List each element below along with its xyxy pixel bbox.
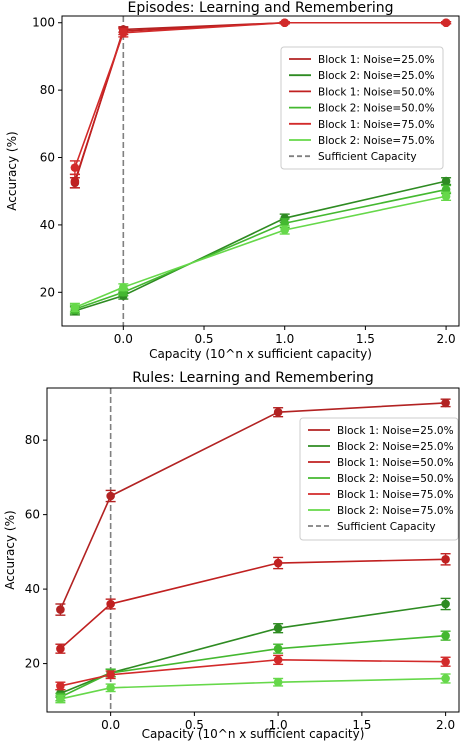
y-tick-label: 60: [25, 508, 40, 522]
series-line: [59, 558, 446, 650]
x-tick-label: 2.0: [436, 718, 455, 732]
series-3: [55, 553, 451, 654]
legend-label: Block 1: Noise=50.0%: [337, 457, 454, 469]
data-point: [280, 225, 290, 235]
data-point: [441, 176, 451, 186]
series-1: [55, 398, 451, 616]
legend: Block 1: Noise=25.0% Block 2: Noise=25.0%…: [299, 417, 459, 541]
series-line: [60, 677, 446, 700]
x-tick-label: 1.0: [269, 718, 288, 732]
series-5: [69, 18, 452, 176]
x-tick-label: 0.5: [185, 718, 204, 732]
series-6: [69, 191, 452, 313]
legend-label: Block 2: Noise=75.0%: [318, 135, 435, 147]
series-4: [69, 184, 452, 314]
y-tick-label: 60: [40, 151, 55, 165]
legend-label: Block 1: Noise=50.0%: [318, 86, 435, 98]
data-point: [106, 670, 115, 680]
data-point: [56, 644, 65, 653]
x-axis-label: Capacity (10^n x sufficient capacity): [149, 347, 372, 361]
data-point: [70, 303, 80, 312]
y-axis-label: Accuracy (%): [3, 510, 17, 589]
data-point: [119, 28, 128, 38]
y-tick-label: 40: [25, 582, 40, 596]
data-point: [56, 681, 65, 691]
data-point: [273, 677, 283, 687]
data-point: [273, 558, 283, 568]
series-line: [60, 634, 446, 698]
data-point: [273, 623, 283, 633]
x-axis-label: Capacity (10^n x sufficient capacity): [142, 727, 365, 741]
plot-frame: [46, 387, 460, 713]
legend-label: Block 1: Noise=25.0%: [318, 54, 435, 66]
data-point: [56, 694, 65, 704]
data-point: [56, 605, 65, 614]
series-line: [74, 21, 447, 168]
legend-label: Block 1: Noise=25.0%: [337, 425, 454, 437]
y-tick-label: 80: [25, 433, 40, 447]
legend-label: Block 1: Noise=75.0%: [337, 489, 454, 501]
plot-frame: [61, 15, 460, 327]
y-tick-label: 80: [40, 83, 55, 97]
legend-label: Sufficient Capacity: [318, 151, 417, 163]
data-point: [441, 398, 450, 408]
legend-label: Block 2: Noise=75.0%: [337, 505, 454, 517]
series-5: [55, 654, 451, 691]
data-point: [441, 657, 450, 667]
legend-label: Block 2: Noise=50.0%: [337, 473, 454, 485]
data-point: [441, 674, 450, 683]
data-point: [441, 599, 450, 609]
x-tick-label: 0.0: [101, 718, 120, 732]
data-point: [106, 683, 115, 693]
legend-label: Block 2: Noise=25.0%: [337, 441, 454, 453]
series-2: [69, 176, 452, 316]
y-tick-label: 40: [40, 218, 55, 232]
chart-title: Episodes: Learning and Remembering: [128, 0, 394, 16]
data-point: [441, 555, 450, 564]
chart-title: Rules: Learning and Remembering: [132, 370, 373, 386]
legend: Block 1: Noise=25.0% Block 2: Noise=25.0%…: [280, 46, 444, 170]
data-point: [441, 18, 451, 28]
series-line: [60, 659, 446, 687]
x-tick-label: 2.0: [437, 332, 456, 346]
series-6: [55, 673, 451, 704]
data-point: [441, 631, 450, 640]
data-point: [441, 191, 451, 201]
x-tick-label: 1.5: [352, 718, 371, 732]
data-point: [106, 599, 115, 609]
data-point: [273, 407, 283, 417]
legend-label: Block 2: Noise=25.0%: [318, 70, 435, 82]
x-tick-label: 0.5: [194, 332, 213, 346]
data-point: [273, 655, 283, 665]
x-tick-label: 1.5: [356, 332, 375, 346]
data-point: [273, 644, 283, 653]
legend-box: [280, 46, 444, 170]
data-point: [106, 491, 115, 501]
series-line: [74, 195, 447, 309]
data-point: [119, 282, 128, 292]
data-point: [70, 163, 80, 172]
legend-label: Block 2: Noise=50.0%: [318, 103, 435, 115]
legend-box: [299, 417, 459, 541]
data-point: [70, 176, 80, 186]
legend-label: Block 1: Noise=75.0%: [318, 119, 435, 131]
legend-label: Sufficient Capacity: [337, 521, 436, 533]
x-tick-label: 1.0: [275, 332, 294, 346]
y-tick-label: 100: [32, 16, 55, 30]
series-line: [60, 603, 446, 695]
chart-1: Episodes: Learning and Remembering 0.0 0.5…: [5, 0, 460, 361]
series-line: [59, 402, 446, 610]
data-point: [280, 18, 290, 28]
y-tick-label: 20: [25, 657, 40, 671]
y-axis-label: Accuracy (%): [5, 131, 19, 210]
chart-2: Rules: Learning and Remembering 0.0 0.5 1.0…: [3, 370, 460, 741]
x-tick-label: 0.0: [114, 332, 133, 346]
y-tick-label: 20: [40, 285, 55, 299]
